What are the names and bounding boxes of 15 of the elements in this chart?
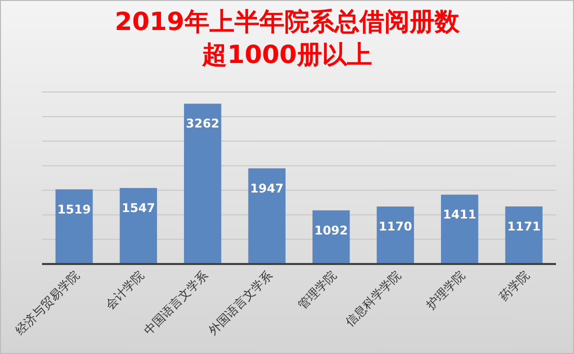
data-label: 1947 [250,181,284,196]
data-label: 1170 [378,220,412,234]
data-label: 1519 [57,202,91,216]
x-tick-label: 会计学院 [102,268,146,312]
data-label: 1547 [122,200,156,215]
x-tick-label: 信息科学学院 [342,268,404,330]
data-label: 3262 [186,116,220,131]
chart-title: 2019年上半年院系总借阅册数超1000册以上 [114,7,460,69]
x-tick-label: 护理学院 [423,268,468,313]
x-tick-label: 经济与贸易学院 [12,268,82,338]
data-label: 1092 [314,223,348,238]
data-label: 1171 [507,219,541,234]
x-tick-label: 管理学院 [295,268,340,312]
data-label: 1411 [442,208,476,222]
x-tick-label: 药学院 [496,268,532,304]
